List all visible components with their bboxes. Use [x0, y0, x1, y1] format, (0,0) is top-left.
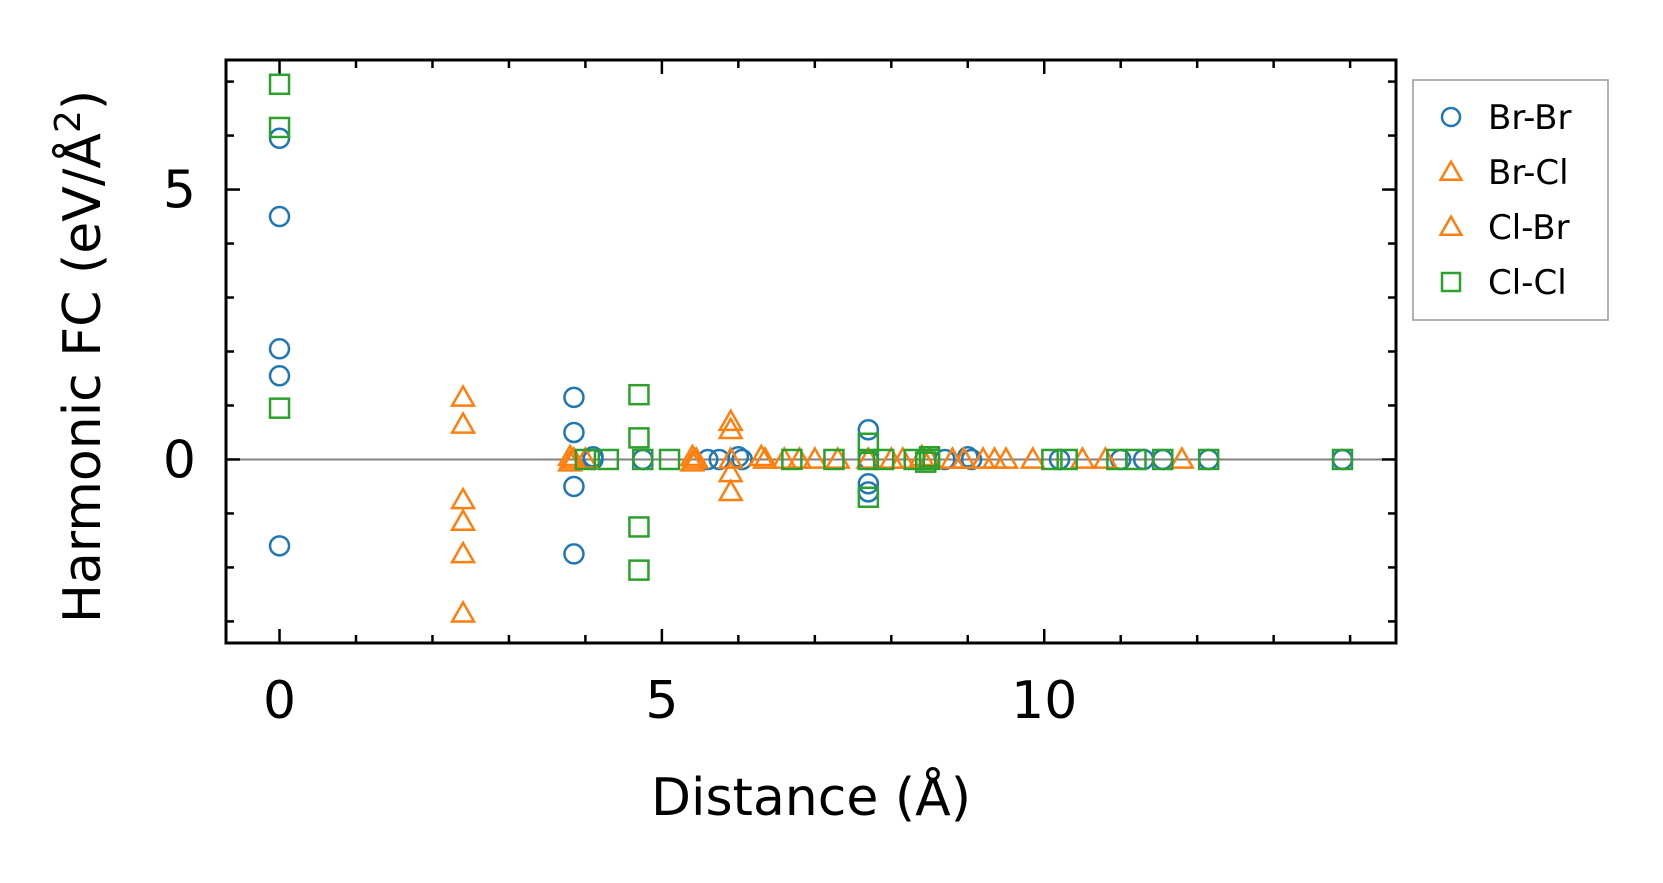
x-tick-label: 0: [263, 671, 296, 731]
data-point: [449, 508, 477, 531]
data-point: [268, 397, 291, 419]
data-point: [268, 535, 291, 557]
data-point: [1041, 448, 1063, 471]
data-point: [960, 448, 983, 471]
data-point: [597, 448, 620, 471]
y-axis-label: Harmonic FC (eV/Å2): [48, 90, 113, 623]
y-tick-label: 5: [163, 161, 196, 221]
data-point: [683, 446, 710, 469]
data-point: [268, 365, 291, 387]
data-point: [563, 543, 585, 565]
data-point: [731, 448, 753, 471]
data-point: [268, 205, 291, 228]
data-point: [857, 419, 880, 441]
data-point: [563, 386, 585, 409]
series-cl-cl: [268, 73, 1354, 581]
data-point: [918, 446, 941, 468]
data-point: [823, 448, 845, 471]
data-point: [981, 446, 1008, 469]
data-point: [857, 473, 880, 495]
data-point: [449, 599, 477, 623]
data-point: [727, 446, 750, 468]
data-point: [628, 427, 650, 449]
data-point: [628, 383, 650, 406]
data-point: [563, 421, 585, 444]
legend-marker: [1438, 159, 1464, 182]
data-point: [717, 459, 744, 483]
data-point: [781, 448, 803, 471]
data-point: [903, 448, 925, 471]
data-point: [628, 516, 650, 538]
data-point: [717, 416, 744, 440]
data-point: [857, 448, 880, 471]
data-point: [1125, 448, 1147, 471]
axis-ticks: [226, 60, 1396, 643]
data-point: [717, 478, 744, 502]
series-br-br: [268, 127, 1354, 565]
data-points: [268, 73, 1354, 623]
data-point: [449, 486, 477, 510]
plot-frame: [224, 58, 1398, 645]
data-point: [563, 475, 585, 498]
x-axis-label: Distance (Å): [651, 766, 971, 828]
data-point: [1331, 448, 1354, 471]
data-point: [1092, 446, 1119, 469]
data-point: [1069, 446, 1096, 469]
data-point: [857, 486, 880, 508]
data-point: [268, 338, 291, 360]
data-point: [1168, 446, 1195, 469]
data-point: [679, 448, 706, 472]
data-point: [574, 448, 597, 471]
data-point: [658, 448, 681, 471]
data-point: [992, 446, 1020, 469]
data-point: [1152, 448, 1174, 471]
legend-entry: Cl-Cl: [1488, 263, 1567, 303]
data-point: [449, 410, 477, 434]
data-point: [872, 448, 895, 471]
series-cl-br: [560, 446, 1008, 469]
data-point: [268, 116, 291, 139]
tick-labels: 0 5 10 0 5: [163, 161, 1077, 731]
legend-box: [1412, 79, 1609, 321]
series-br-cl: [449, 383, 1195, 623]
legend-entry: Br-Br: [1488, 98, 1572, 138]
data-point: [717, 408, 744, 432]
data-point: [857, 432, 880, 455]
data-point: [914, 451, 937, 473]
legend-marker: [1440, 271, 1462, 293]
x-tick-label: 10: [1011, 671, 1077, 731]
data-point: [824, 446, 851, 469]
data-point: [449, 383, 477, 407]
data-point: [889, 446, 916, 469]
data-point: [786, 446, 813, 469]
data-point: [801, 446, 828, 469]
data-point: [632, 448, 654, 471]
data-point: [449, 540, 477, 564]
data-point: [717, 446, 744, 469]
data-point: [1019, 446, 1046, 469]
data-point: [1056, 448, 1078, 471]
data-point: [878, 446, 905, 469]
data-point: [748, 443, 775, 467]
legend-marker: [1438, 214, 1464, 237]
data-point: [268, 127, 291, 150]
data-point: [572, 446, 599, 469]
data-point: [771, 446, 798, 469]
legend-marker: [1440, 106, 1462, 128]
legend-entry: Cl-Br: [1488, 208, 1570, 248]
data-point: [268, 73, 291, 96]
y-tick-label: 0: [163, 430, 196, 490]
data-point: [679, 443, 706, 467]
legend: Br-Br Br-Cl Cl-Br Cl-Cl: [1412, 79, 1609, 321]
data-point: [752, 446, 779, 469]
data-point: [950, 446, 978, 469]
data-point: [628, 559, 650, 581]
legend-entry: Br-Cl: [1488, 153, 1569, 193]
x-tick-label: 5: [645, 671, 678, 731]
data-point: [1197, 448, 1220, 471]
